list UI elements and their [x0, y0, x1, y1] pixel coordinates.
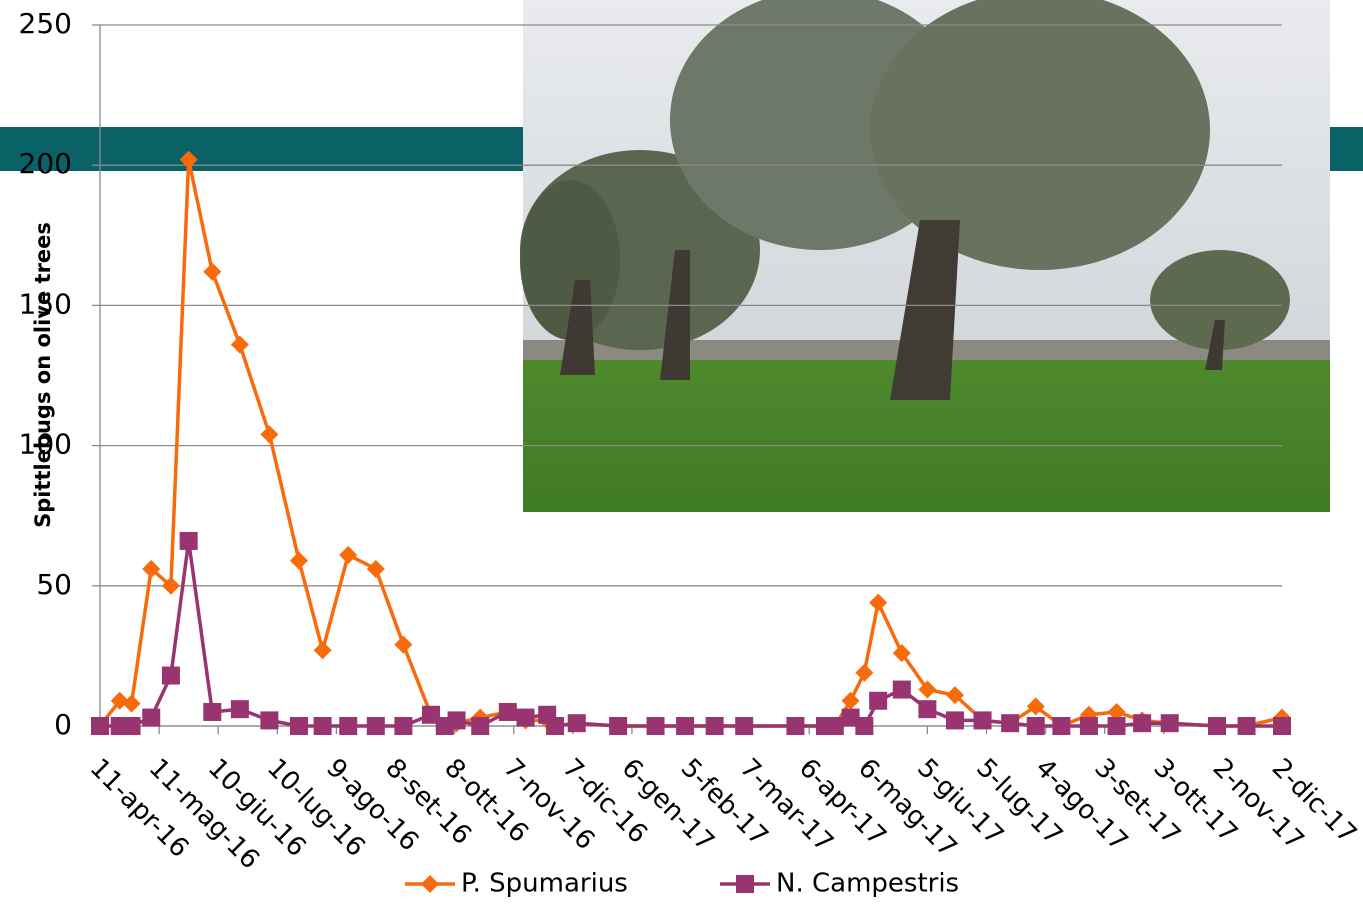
marker — [230, 700, 249, 719]
marker — [945, 686, 964, 705]
marker — [786, 717, 805, 735]
marker — [339, 717, 358, 735]
marker — [230, 335, 249, 354]
marker — [161, 576, 180, 595]
marker — [567, 714, 586, 733]
marker — [546, 717, 565, 735]
marker — [339, 545, 358, 564]
marker — [110, 691, 129, 710]
marker — [1026, 717, 1045, 735]
marker — [516, 708, 535, 727]
marker — [471, 717, 490, 735]
marker — [892, 644, 911, 663]
marker — [313, 641, 332, 660]
marker — [1001, 714, 1020, 733]
marker — [918, 700, 937, 719]
y-tick-label: 150 — [19, 287, 72, 320]
marker — [122, 717, 141, 735]
marker — [1107, 717, 1126, 735]
marker — [1207, 717, 1226, 735]
marker — [736, 875, 754, 893]
photo — [520, 0, 1330, 512]
marker — [945, 711, 964, 730]
marker — [289, 717, 308, 735]
marker — [289, 551, 308, 570]
marker — [421, 705, 440, 724]
marker — [676, 717, 695, 735]
legend-item: N. Campestris — [720, 869, 959, 899]
marker — [609, 717, 628, 735]
marker — [1133, 714, 1152, 733]
marker — [825, 717, 844, 735]
marker — [1079, 717, 1098, 735]
marker — [646, 717, 665, 735]
marker — [394, 635, 413, 654]
marker — [973, 711, 992, 730]
marker — [1107, 702, 1126, 721]
series-line — [100, 539, 1282, 728]
marker — [869, 593, 888, 612]
marker — [1237, 717, 1256, 735]
marker — [421, 875, 439, 893]
marker — [892, 680, 911, 699]
marker — [394, 717, 413, 735]
marker — [142, 559, 161, 578]
marker — [203, 702, 222, 721]
legend-label: P. Spumarius — [461, 869, 628, 899]
marker — [918, 680, 937, 699]
marker — [841, 691, 860, 710]
marker — [260, 711, 279, 730]
y-axis-label: Spittlebugs on olive trees — [31, 222, 55, 528]
marker — [1273, 717, 1291, 735]
marker — [498, 702, 517, 721]
y-tick-label: 100 — [19, 428, 72, 461]
marker — [855, 663, 874, 682]
marker — [735, 717, 754, 735]
marker — [260, 425, 279, 444]
marker — [366, 559, 385, 578]
marker — [1160, 714, 1179, 733]
marker — [869, 691, 888, 710]
marker — [447, 711, 466, 730]
marker — [1052, 717, 1071, 735]
marker — [122, 694, 141, 713]
marker — [142, 708, 161, 727]
legend-item: P. Spumarius — [405, 869, 628, 899]
marker — [91, 717, 109, 735]
y-tick-label: 0 — [54, 708, 72, 741]
y-tick-label: 250 — [19, 7, 72, 40]
y-tick-label: 50 — [36, 568, 72, 601]
y-tick-label: 200 — [19, 147, 72, 180]
marker — [179, 531, 198, 550]
marker — [203, 262, 222, 281]
legend-label: N. Campestris — [776, 869, 959, 899]
marker — [313, 717, 332, 735]
marker — [161, 666, 180, 685]
marker — [705, 717, 724, 735]
marker — [179, 150, 198, 169]
marker — [855, 717, 874, 735]
marker — [1026, 697, 1045, 716]
marker — [366, 717, 385, 735]
marker — [841, 708, 860, 727]
